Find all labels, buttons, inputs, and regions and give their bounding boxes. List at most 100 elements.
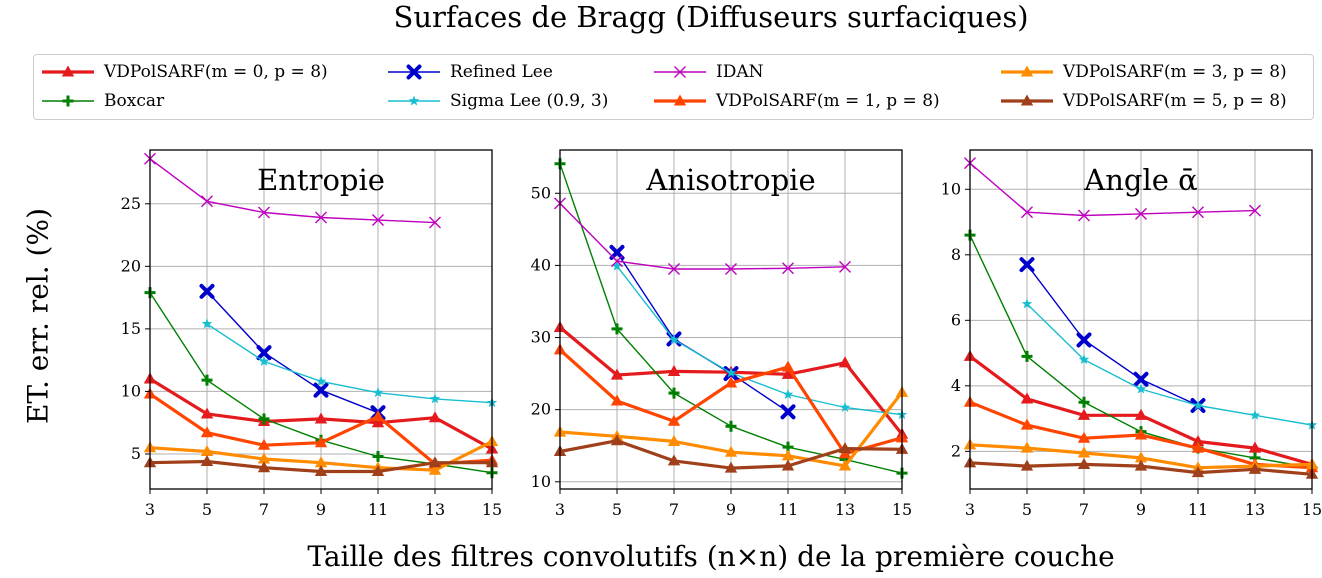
data-point [667,454,681,466]
data-point [1076,332,1092,348]
data-point [199,283,215,299]
data-point [781,449,795,461]
data-point [1078,396,1090,408]
data-point [725,263,737,276]
data-point [1248,462,1262,474]
x-tick-label: 13 [425,500,445,519]
legend-item-vdpolsarf-m1: VDPolSARF(m = 1, p = 8) [652,89,940,113]
legend-swatch [1001,94,1053,106]
legend-swatch-marker [406,64,422,80]
data-point [258,413,270,425]
x-tick-label: 11 [778,500,798,519]
data-point [611,323,623,335]
legend-item-vdpolsarf-m0: VDPolSARF(m = 0, p = 8) [40,60,328,84]
data-point [200,426,214,438]
series-line [616,265,903,416]
data-point [610,394,624,406]
data-point [201,195,213,208]
data-point [781,360,795,372]
data-point [1021,350,1033,362]
data-point [257,452,271,464]
data-point [1134,428,1148,440]
data-point [1192,206,1204,219]
data-point [315,375,327,386]
x-tick-label: 7 [669,500,679,519]
legend-label: Sigma Lee (0.9, 3) [450,91,609,111]
legend-label: VDPolSARF(m = 3, p = 8) [1063,62,1287,82]
data-point [1135,383,1147,394]
y-axis-label: ET. err. rel. (%) [21,207,55,425]
series-line [559,202,846,270]
data-point [314,412,328,424]
series-refined-lee [1019,257,1206,413]
data-point [200,407,214,419]
data-point [1249,409,1261,420]
data-point [724,461,738,473]
legend-label: VDPolSARF(m = 0, p = 8) [104,62,328,82]
data-point [1078,209,1090,222]
data-point [610,368,624,380]
x-tick-label: 13 [835,500,855,519]
series-line [1026,264,1199,407]
data-point [1133,371,1149,387]
legend-label: VDPolSARF(m = 5, p = 8) [1063,91,1287,111]
data-point [314,436,328,448]
y-tick-label: 4 [951,376,961,395]
data-point [668,387,680,399]
legend-swatch [388,64,440,80]
x-tick-label: 13 [1245,500,1265,519]
data-point [258,206,270,219]
legend-label: IDAN [716,62,764,82]
data-point [201,318,213,329]
legend-swatch [654,66,706,78]
data-point [258,355,270,366]
x-tick-label: 5 [202,500,212,519]
legend-item-vdpolsarf-m5: VDPolSARF(m = 5, p = 8) [999,89,1287,113]
x-tick-label: 9 [726,500,736,519]
data-point [314,464,328,477]
data-point [1077,457,1091,469]
x-tick-label: 3 [555,500,565,519]
data-point [1249,452,1261,464]
legend-swatch [388,95,440,106]
y-tick-label: 10 [941,179,961,198]
data-point [839,260,851,273]
data-point [1249,204,1261,217]
data-point [1021,298,1033,309]
series-line [969,162,1256,217]
data-point [782,262,794,275]
data-point [781,459,795,471]
data-point [257,438,271,450]
series-line [149,158,436,224]
x-axis-label: Taille des filtres convolutifs (n×n) de … [307,540,1115,573]
data-point [371,409,385,421]
y-tick-label: 6 [951,310,961,329]
chart-panel-angle: 3 5 7 9 11 13 15 2 4 6 8 10 Angle ᾱ [941,149,1322,519]
y-tick-label: 15 [121,319,141,338]
data-point [724,376,738,388]
legend-swatch [42,95,94,107]
x-tick-label: 11 [1188,500,1208,519]
legend-label: Boxcar [104,91,165,111]
y-tick-label: 30 [531,328,551,347]
data-point [428,456,442,468]
data-point [313,382,329,398]
legend-swatch-marker [61,65,75,77]
data-point [781,367,795,379]
data-point [667,414,681,426]
x-tick-label: 7 [259,500,269,519]
y-tick-label: 40 [531,255,551,274]
series-line [206,323,493,404]
legend-swatch-marker [673,94,687,106]
data-point [371,464,385,477]
data-point [668,334,680,345]
data-point [200,454,214,467]
data-point [780,404,796,420]
chart-panel-anisotropie: 3 5 7 9 11 13 15 10 20 30 40 50 Anisotropie [531,149,912,519]
data-point [1020,392,1034,404]
legend-item-sigma-lee: Sigma Lee (0.9, 3) [386,89,608,113]
data-point [611,255,623,268]
legend-item-refined-lee: Refined Lee [386,60,553,84]
series-idan [144,152,441,229]
